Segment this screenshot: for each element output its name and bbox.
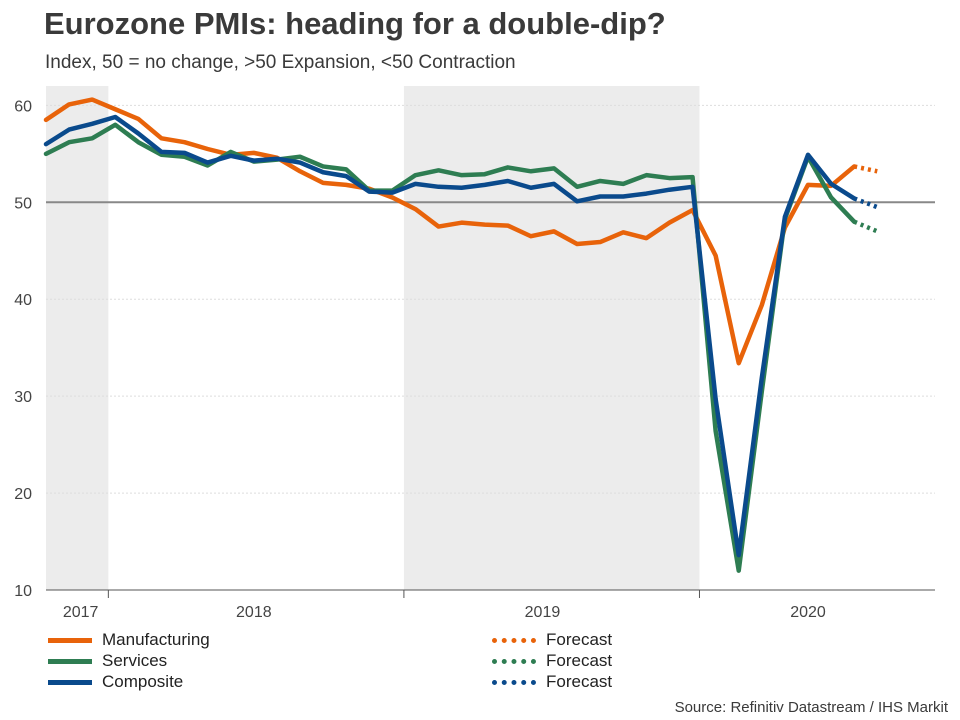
- chart-title: Eurozone PMIs: heading for a double-dip?: [44, 6, 666, 41]
- x-tick-label-2017: 2017: [63, 604, 99, 621]
- y-tick-label-20: 20: [14, 486, 32, 503]
- legend-swatch-composite: [48, 679, 92, 685]
- x-tick-label-2019: 2019: [525, 604, 561, 621]
- legend-label-forecast-services: Forecast: [546, 651, 613, 670]
- y-tick-label-60: 60: [14, 98, 32, 115]
- x-tick-label-2018: 2018: [236, 604, 272, 621]
- legend-swatch-forecast-composite: [492, 679, 536, 685]
- legend-swatch-manufacturing: [48, 637, 92, 643]
- source-note: Source: Refinitiv Datastream / IHS Marki…: [674, 699, 948, 716]
- legend-item-manufacturing: Manufacturing: [48, 630, 210, 650]
- x-tick-label-2020: 2020: [790, 604, 826, 621]
- legend-item-services: Services: [48, 651, 167, 671]
- series-line-services: [43, 122, 857, 573]
- pmi-line-chart: 10 20 30 40 50 60 2017 2018 2019 2020: [14, 86, 935, 621]
- legend-label-composite: Composite: [102, 672, 184, 691]
- y-tick-label-50: 50: [14, 195, 32, 212]
- legend-item-composite: Composite: [48, 672, 183, 692]
- legend-label-forecast-manufacturing: Forecast: [546, 630, 613, 649]
- y-tick-label-10: 10: [14, 583, 32, 600]
- legend-swatch-services: [48, 658, 92, 664]
- legend-item-forecast-services: Forecast: [492, 651, 612, 671]
- legend-item-forecast-composite: Forecast: [492, 672, 612, 692]
- shaded-band-1: [403, 86, 700, 590]
- series-line-composite: [43, 114, 857, 558]
- chart-subtitle: Index, 50 = no change, >50 Expansion, <5…: [45, 52, 516, 73]
- legend-label-services: Services: [102, 651, 168, 670]
- forecast-line-services: [853, 219, 879, 234]
- y-tick-label-30: 30: [14, 389, 32, 406]
- shaded-band-0: [46, 86, 109, 590]
- legend-swatch-forecast-manufacturing: [492, 637, 536, 643]
- legend-item-forecast-manufacturing: Forecast: [492, 630, 612, 650]
- forecast-line-manufacturing: [853, 164, 878, 174]
- legend-label-forecast-composite: Forecast: [546, 672, 613, 691]
- y-tick-label-40: 40: [14, 292, 32, 309]
- legend-label-manufacturing: Manufacturing: [102, 630, 210, 649]
- legend-swatch-forecast-services: [492, 658, 536, 664]
- series-line-manufacturing: [43, 97, 857, 366]
